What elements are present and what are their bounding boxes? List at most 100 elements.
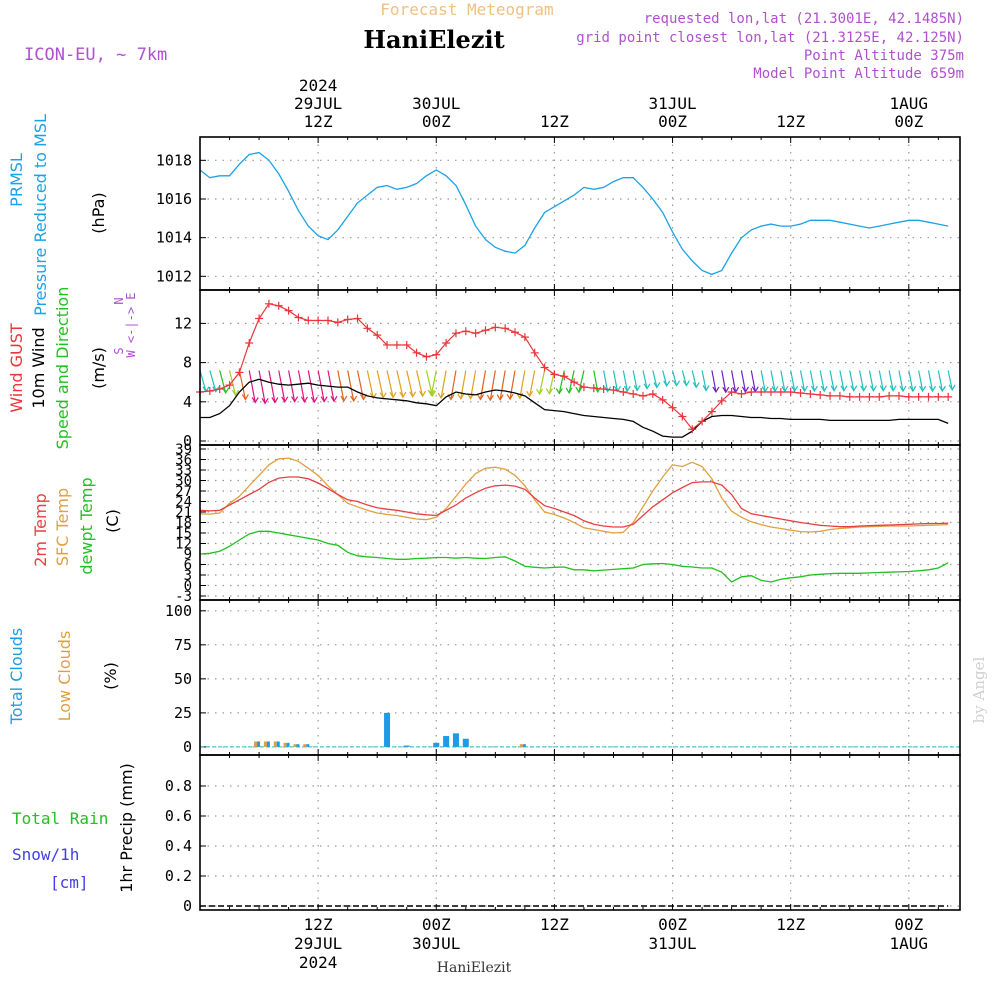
temp-2m-line [199, 476, 949, 528]
wind-arrow [529, 370, 536, 397]
wind-arrow [347, 370, 355, 402]
y-tick-label: 24 [175, 495, 192, 511]
wind-arrow-head [419, 390, 427, 398]
y-tick-label: 1018 [156, 151, 192, 169]
label-c: (C) [103, 509, 122, 533]
wind-arrow [642, 370, 648, 389]
gust-marker [560, 372, 569, 381]
panel-frame [199, 754, 961, 911]
y-tick-label: 9 [184, 547, 192, 563]
wind-arrow [740, 370, 747, 393]
wind-arrow-head [919, 385, 927, 393]
wind-arrow [509, 370, 516, 400]
gust-marker [432, 350, 441, 359]
wind-arrow-head [437, 392, 445, 400]
wind-arrow-head [369, 392, 377, 400]
requested-coords: requested lon,lat (21.3001E, 42.1485N) [644, 11, 964, 27]
wind-arrow [819, 370, 825, 392]
wind-arrow-head [830, 385, 838, 392]
wind-arrow [538, 370, 546, 395]
y-tick-label: 25 [174, 704, 192, 722]
wind-arrow [898, 370, 904, 392]
gust-marker [747, 388, 756, 396]
y-tick-label: 1012 [156, 267, 192, 285]
wind-arrow-head [781, 386, 789, 393]
gust-marker [786, 388, 795, 396]
wind-arrow-head [643, 383, 651, 390]
gust-marker [343, 315, 352, 324]
wind-arrow-head [399, 391, 407, 399]
wind-arrow-head [741, 386, 749, 394]
wind-arrow-head [899, 385, 907, 393]
label-sfc-temp: SFC Temp [53, 488, 72, 566]
y-tick-label: 0 [183, 897, 192, 915]
wind-arrow [307, 370, 315, 403]
gust-marker [511, 328, 520, 337]
y-tick-label: 27 [175, 484, 192, 500]
gust-marker [471, 329, 480, 338]
total-cloud-bar [522, 744, 526, 747]
wind-arrow-head [212, 386, 220, 393]
gust-marker [698, 417, 707, 426]
gust-marker [944, 392, 953, 401]
wind-arrow-head [722, 386, 730, 394]
panel-frame [199, 289, 961, 446]
time-label-bottom: 31JUL [648, 934, 696, 953]
gust-marker [717, 396, 726, 405]
total-cloud-bar [403, 745, 410, 747]
gust-marker [363, 324, 372, 333]
wind-arrow [780, 370, 786, 392]
wind-arrow [878, 370, 884, 391]
wind-arrow [288, 370, 296, 402]
pressure-line [199, 151, 949, 276]
gust-marker [383, 340, 392, 349]
y-tick-label: 36 [175, 453, 192, 469]
wind-arrow [258, 370, 266, 404]
wind-arrow [612, 370, 619, 392]
low-cloud-bar [519, 744, 523, 747]
compass-s: S [112, 347, 126, 354]
wind-arrow-head [476, 394, 485, 401]
wind-arrow [406, 370, 414, 397]
y-tick-label: 12 [174, 314, 192, 332]
y-tick-label: 1014 [156, 229, 192, 247]
total-cloud-bar [266, 741, 270, 747]
wind-arrow-head [771, 386, 779, 393]
label-prmsl: PRMSL [7, 153, 26, 207]
point-altitude: Point Altitude 375m [804, 48, 964, 64]
low-cloud-bar [303, 744, 307, 747]
gust-marker [865, 392, 874, 401]
low-cloud-bar [263, 741, 267, 747]
gust-marker [540, 363, 549, 372]
wind-arrow [888, 370, 894, 391]
wind-arrow-head [840, 385, 848, 392]
gust-marker [757, 388, 766, 396]
watermark: by Angel [970, 656, 988, 723]
wind-arrow-head [330, 395, 338, 403]
wind-arrow [366, 370, 374, 399]
gust-marker [205, 387, 214, 396]
time-label-top: 12Z [304, 112, 333, 131]
time-label-bottom: 12Z [776, 915, 805, 934]
wind-arrow-head [496, 394, 504, 401]
wind-arrow [731, 370, 737, 393]
wind-arrow-head [409, 391, 417, 398]
gust-marker [796, 388, 805, 397]
total-cloud-bar [257, 741, 261, 747]
wind-arrow [558, 370, 565, 394]
wind-arrow-head [623, 385, 631, 393]
time-label-bottom: 29JUL [294, 934, 342, 953]
panel-frame [199, 599, 961, 756]
gust-marker [225, 381, 234, 390]
time-label-bottom: 00Z [658, 915, 687, 934]
wind-arrow-head [879, 385, 887, 392]
time-label-bottom: 1AUG [890, 934, 929, 953]
label-pressure: Pressure Reduced to MSL [31, 114, 50, 316]
time-label-top: 00Z [422, 112, 451, 131]
total-cloud-bar [452, 733, 459, 747]
gust-marker [835, 391, 844, 400]
gust-marker [579, 383, 588, 392]
wind-arrow-head [653, 382, 661, 389]
wind-arrow [460, 370, 467, 399]
